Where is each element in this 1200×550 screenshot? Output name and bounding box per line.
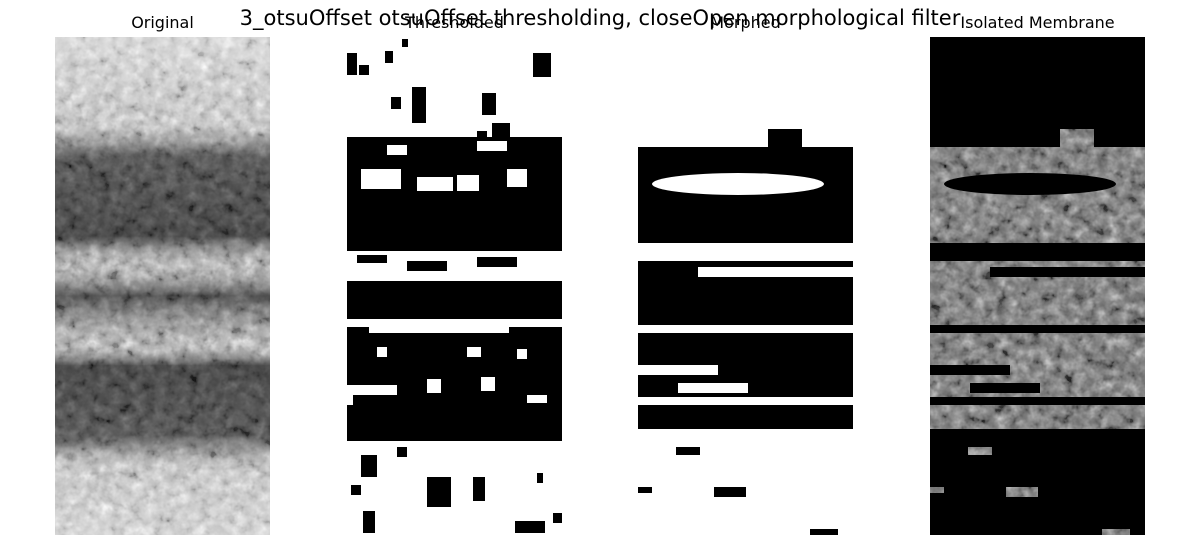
panel-title-morphed: Morphed	[710, 13, 781, 32]
panel-title-isolated: Isolated Membrane	[960, 13, 1115, 32]
panel-original: Original	[55, 13, 270, 535]
panel-title-thresholded: Thresholded	[405, 13, 504, 32]
original-image	[55, 37, 270, 535]
panel-thresholded: Thresholded	[347, 13, 562, 535]
figure-suptitle: 3_otsuOffset otsuOffset thresholding, cl…	[239, 6, 961, 30]
panel-isolated: Isolated Membrane	[930, 13, 1145, 535]
morphed-image	[638, 37, 853, 535]
panel-title-original: Original	[131, 13, 194, 32]
isolated-membrane-image	[930, 37, 1145, 535]
panel-morphed: Morphed	[638, 13, 853, 535]
thresholded-image	[347, 37, 562, 535]
